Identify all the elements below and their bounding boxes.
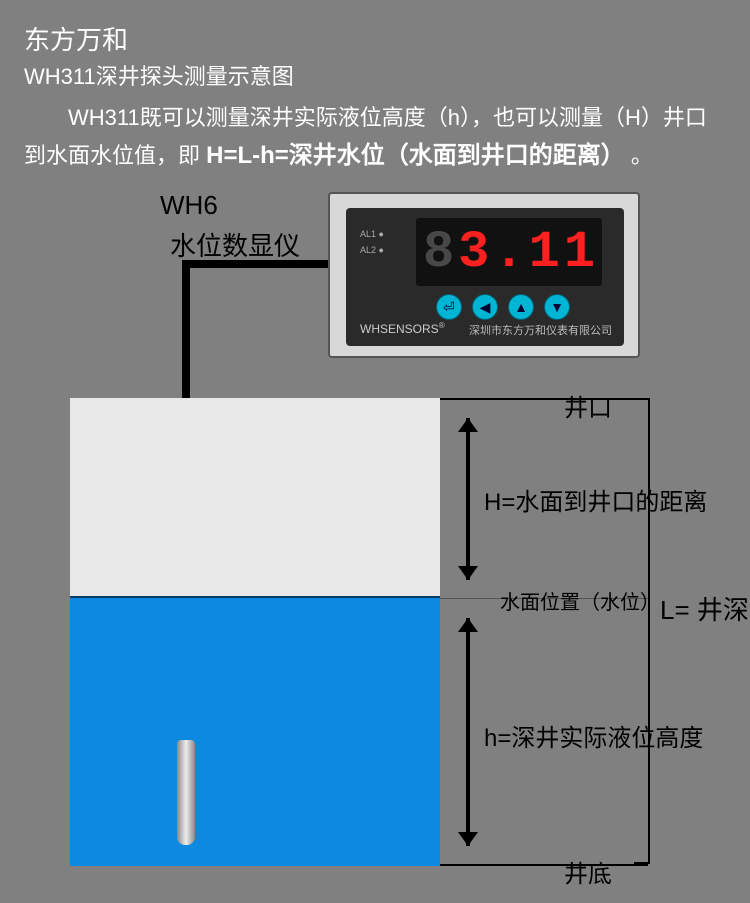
lcd-display: 8 3 . 1 1 [416, 218, 602, 286]
brand-cn: 深圳市东方万和仪表有限公司 [469, 322, 612, 338]
digit-1: 3 [458, 223, 489, 282]
label-waterline: 水面位置（水位） [500, 586, 660, 615]
company-name: 东方万和 [24, 20, 726, 57]
water-fill [70, 598, 440, 866]
indicator-al2: AL2 ● [360, 242, 384, 258]
btn-left[interactable]: ◀ [472, 294, 498, 320]
device-model-label: WH6 [160, 190, 218, 221]
line-well-top [440, 398, 648, 400]
device-face: AL1 ● AL2 ● 8 3 . 1 1 ⏎ ◀ ▲ ▼ WHSENSORS®… [346, 208, 624, 346]
label-well-top: 井口 [564, 388, 612, 423]
btn-enter[interactable]: ⏎ [436, 294, 462, 320]
arrow-h [466, 618, 470, 846]
desc-formula: H=L-h=深井水位（水面到井口的距离） [206, 142, 625, 169]
device-model-sub: 水位数显仪 [170, 226, 300, 263]
label-H: H=水面到井口的距离 [484, 482, 707, 517]
display-device: AL1 ● AL2 ● 8 3 . 1 1 ⏎ ◀ ▲ ▼ WHSENSORS®… [328, 192, 640, 358]
digit-0: 8 [423, 223, 454, 282]
label-L: L= 井深 [660, 590, 749, 627]
label-h: h=深井实际液位高度 [484, 718, 703, 753]
description-text: WH311既可以测量深井实际液位高度（h），也可以测量（H）井口到水面水位值，即… [24, 99, 726, 177]
well-container [70, 398, 440, 866]
digit-3: 1 [564, 223, 595, 282]
label-well-bottom: 井底 [564, 854, 612, 889]
probe-sensor [177, 740, 195, 845]
btn-up[interactable]: ▲ [508, 294, 534, 320]
bracket-L-top-tick [634, 398, 648, 400]
digit-2: 1 [529, 223, 560, 282]
indicator-lights: AL1 ● AL2 ● [360, 226, 384, 258]
device-buttons: ⏎ ◀ ▲ ▼ [436, 294, 570, 320]
brand-en: WHSENSORS® [360, 321, 445, 336]
digit-dot: . [493, 223, 524, 282]
indicator-al1: AL1 ● [360, 226, 384, 242]
cable-horizontal [182, 260, 328, 268]
diagram-title: WH311深井探头测量示意图 [24, 59, 726, 91]
line-well-bottom [440, 864, 648, 866]
header-block: 东方万和 WH311深井探头测量示意图 WH311既可以测量深井实际液位高度（h… [0, 0, 750, 187]
water-surface-line [70, 596, 440, 598]
btn-down[interactable]: ▼ [544, 294, 570, 320]
bracket-L-line [648, 398, 650, 864]
arrow-H [466, 418, 470, 580]
bracket-L-bottom-tick [634, 862, 648, 864]
desc-suffix: 。 [625, 143, 653, 168]
